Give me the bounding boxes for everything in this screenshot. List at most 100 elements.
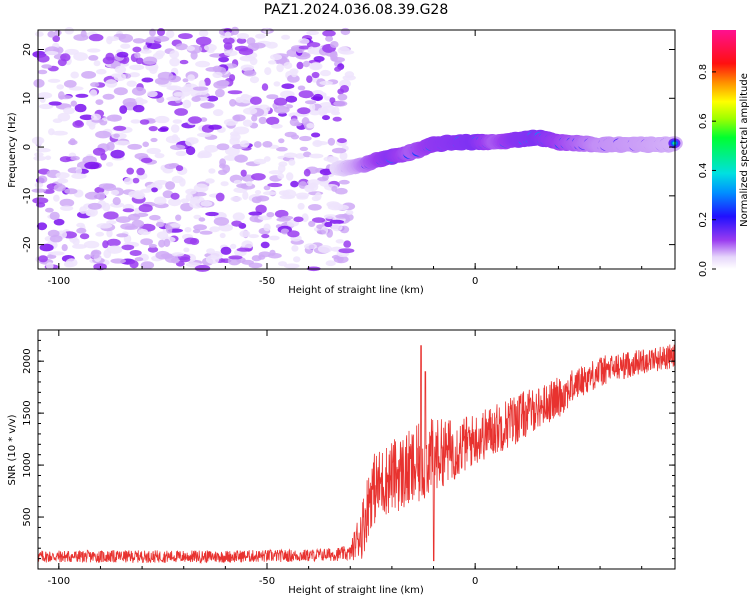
spectrogram-noise-blob (334, 187, 348, 195)
spectrogram-noise-blob (33, 155, 47, 161)
spectrogram-noise-blob (184, 227, 192, 233)
spectrogram-noise-blob (134, 52, 141, 59)
spectrogram-noise-blob (245, 181, 253, 187)
spectrogram-noise-blob (325, 260, 336, 267)
spectrogram-noise-blob (170, 124, 180, 133)
spectrogram-noise-blob (41, 64, 52, 69)
spectrogram-noise-blob (303, 168, 311, 177)
spectrogram-noise-blob (37, 175, 48, 184)
spectrogram-noise-blob (35, 31, 44, 37)
snr-x-tick-label: 0 (472, 576, 478, 587)
spectrogram-noise-blob (95, 130, 112, 139)
spectrogram-noise-blob (31, 188, 47, 193)
spectrogram-noise-blob (185, 188, 197, 195)
snr-x-axis: -100 -50 0 (47, 330, 643, 587)
spectrogram-noise-blob (239, 140, 250, 148)
spectrogram-frame (37, 29, 676, 270)
spectrogram-noise-blob (311, 71, 320, 79)
spectrogram-signal-ridge (329, 129, 683, 177)
spectrogram-noise-blob (248, 211, 263, 216)
spectrogram-noise-blob (260, 241, 270, 249)
spectrogram-noise-blob (278, 138, 285, 144)
spectrogram-noise-blob (198, 217, 206, 222)
spectrogram-noise-blob (215, 192, 225, 202)
spectrogram-noise-blob (224, 50, 238, 57)
spectrogram-noise-blob (45, 207, 54, 213)
spectrogram-noise-blob (98, 183, 115, 190)
spectrogram-noise-blob (166, 96, 181, 102)
spectrogram-noise-blob (331, 147, 347, 154)
spectrogram-noise-blob (142, 141, 149, 148)
snr-x-tick-label: -50 (259, 576, 275, 587)
spectrogram-noise-blob (169, 223, 181, 228)
spectrogram-noise-blob (306, 30, 319, 36)
spectrogram-noise-blob (205, 67, 220, 72)
spectrogram-noise-blob (148, 243, 157, 248)
spectrogram-noise-blob (233, 179, 242, 185)
spectrogram-noise-blob (268, 60, 277, 65)
spectrogram-noise-blob (134, 191, 146, 200)
spectrogram-noise-blob (59, 198, 75, 208)
spectrogram-noise-blob (75, 167, 83, 175)
spectrogram-noise-blob (193, 224, 208, 231)
spectrogram-noise-blob (268, 235, 280, 241)
spectrogram-noise-blob (253, 141, 262, 148)
spectrogram-noise-blob (84, 191, 100, 200)
spectrogram-noise-blob (183, 247, 190, 253)
spectrogram-noise-blob (343, 240, 352, 248)
spectrogram-noise-blob (84, 254, 92, 260)
spectrogram-noise-blob (76, 227, 87, 234)
spectrogram-noise-blob (227, 90, 243, 95)
spectrogram-noise-blob (198, 29, 209, 37)
spectrogram-noise-blob (178, 33, 193, 40)
spectrogram-noise-blob (335, 214, 350, 219)
spectrogram-noise-blob (122, 208, 135, 213)
spectrogram-noise-blob (223, 118, 238, 126)
spectrogram-y-axis-label: Frequency (Hz) (7, 112, 18, 188)
spectrogram-noise-blob (287, 74, 300, 83)
spectrogram-noise-blob (146, 90, 158, 98)
spectrogram-noise-blob (154, 77, 169, 85)
spectrogram-noise-blob (113, 125, 127, 131)
spectrogram-noise-blob (72, 244, 87, 249)
spectrogram-noise-blob (169, 57, 181, 67)
spectrogram-noise-blob (266, 94, 279, 100)
spectrogram-noise-blob (242, 119, 253, 127)
spectrogram-noise-blob (38, 255, 48, 263)
spectrogram-noise-blob (320, 69, 331, 77)
spectrogram-noise-blob (175, 165, 184, 172)
spectrogram-noise-blob (234, 154, 248, 163)
colorbar-tick-label: 0.4 (698, 162, 709, 178)
spectrogram-noise-blob (38, 103, 54, 110)
snr-panel: -100 -50 0 500 1000 1500 2000 Height of strai… (7, 329, 676, 596)
spectrogram-noise-blob (175, 150, 187, 157)
spectrogram-noise-blob (168, 197, 182, 207)
spectrogram-noise-blob (168, 85, 178, 91)
spectrogram-noise-blob (52, 130, 68, 136)
spectrogram-noise-blob (208, 168, 216, 174)
spectrogram-noise-blob (56, 84, 64, 90)
spectrogram-noise-blob (263, 191, 277, 196)
spectrogram-noise-blob (229, 99, 237, 107)
spectrogram-noise-blob (291, 245, 299, 252)
spectrogram-noise-blob (129, 64, 145, 71)
spectrogram-noise-blob (251, 42, 266, 49)
spectrogram-noise-blob (155, 221, 165, 228)
spectrogram-noise-blob (166, 29, 175, 39)
spectrogram-noise-blob (319, 168, 333, 176)
spectrogram-noise-blob (307, 46, 315, 55)
spectrogram-noise-blob (238, 48, 254, 56)
spectrogram-noise-blob (75, 93, 89, 98)
spectrogram-noise-blob (129, 260, 139, 269)
spectrogram-noise-blob (135, 97, 144, 103)
spectrogram-noise-blob (70, 155, 80, 161)
spectrogram-noise-blob (217, 213, 227, 218)
spectrogram-noise-blob (165, 181, 176, 190)
spectrogram-noise-blob (53, 194, 60, 202)
spectrogram-noise-blob (322, 115, 330, 121)
spectrogram-noise-blob (296, 61, 304, 70)
spectrogram-noise-blob (173, 92, 185, 97)
spectrogram-noise-blob (312, 93, 324, 102)
spectrogram-noise-blob (193, 183, 209, 193)
spectrogram-noise-blob (118, 33, 134, 43)
